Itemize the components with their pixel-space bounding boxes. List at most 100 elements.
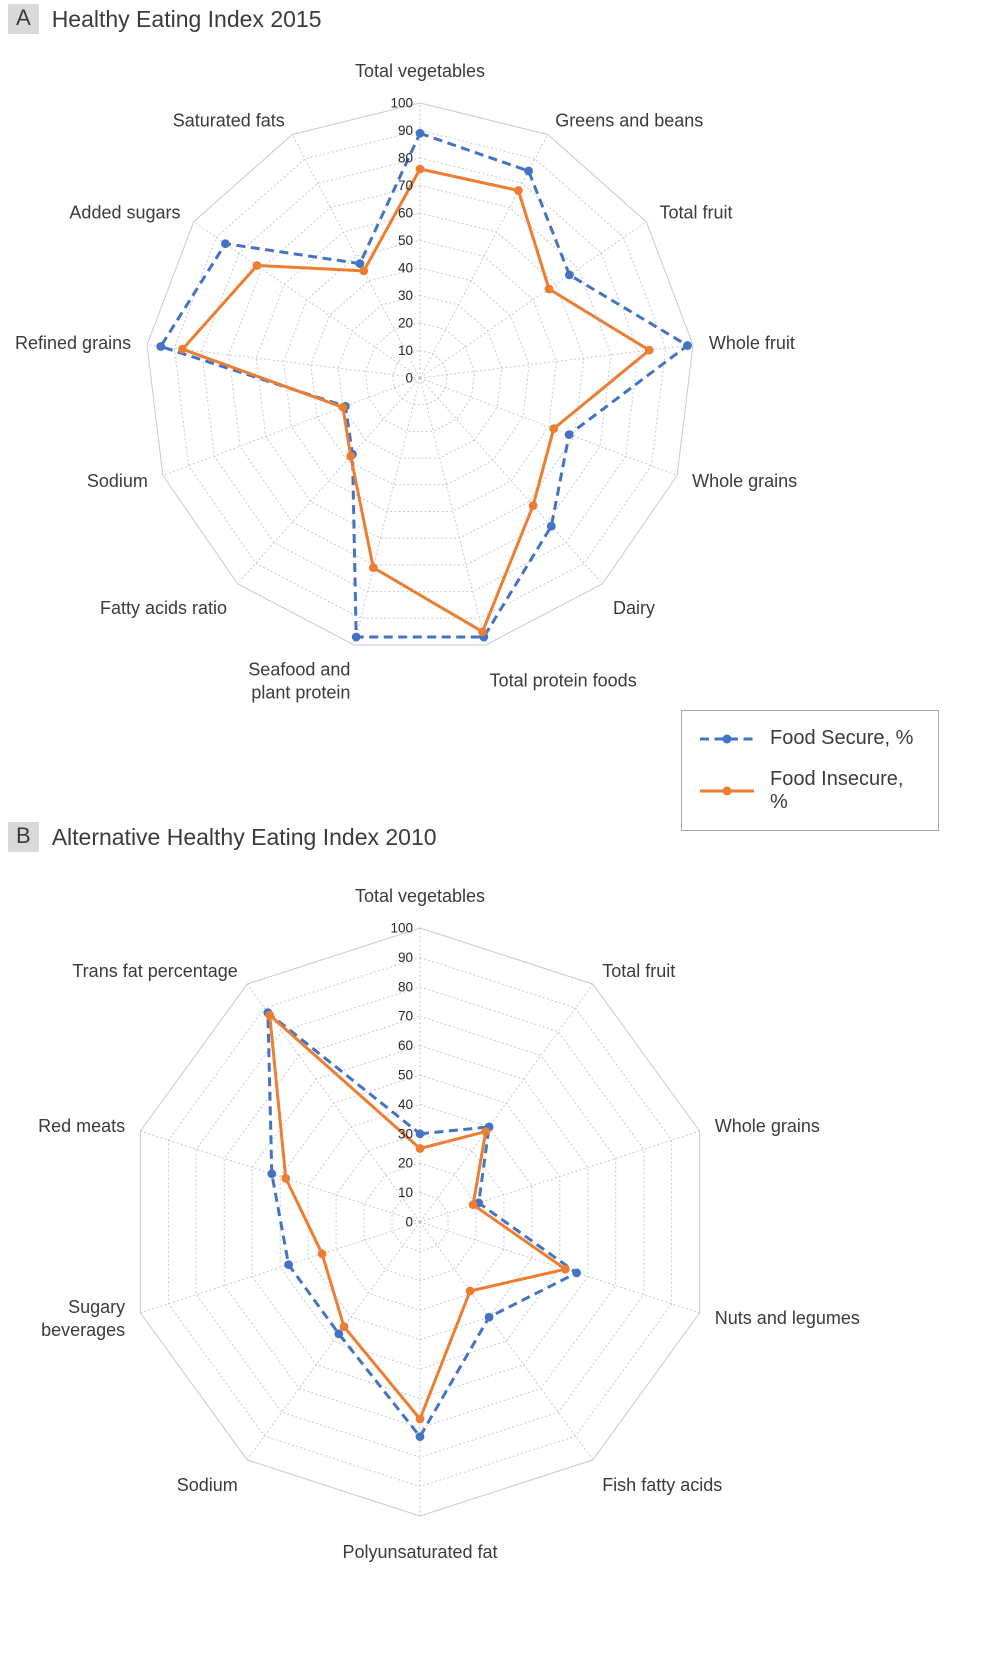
category-label-sugary-beverages: Sugary beverages [41, 1297, 125, 1340]
data-point-food-secure-saturated-fats [355, 259, 365, 268]
radial-tick-label: 50 [398, 1068, 413, 1083]
data-point-food-secure-added-sugars [221, 239, 230, 249]
data-point-food-secure-whole-grains [564, 430, 574, 439]
data-point-food-insecure-total-fruit [544, 284, 554, 294]
grid-ring [391, 1192, 449, 1252]
radial-tick-label: 90 [398, 123, 413, 138]
radial-tick-label: 100 [390, 921, 413, 936]
grid-ring [282, 239, 558, 512]
legend-item-food-insecure: Food Insecure, % [682, 764, 938, 818]
grid-spoke [291, 134, 421, 379]
grid-ring [146, 102, 694, 646]
radar-chart-ahei-2010: 0 10 20 30 40 50 60 70 80 90 100 Total vegetables To… [38, 886, 860, 1562]
radial-tick-label: 40 [398, 1097, 413, 1112]
grid-ring [364, 322, 476, 432]
data-point-food-secure-red-meats [267, 1169, 277, 1179]
data-point-food-insecure-total-vegetables [415, 164, 425, 174]
data-point-food-insecure-sodium [338, 402, 348, 412]
radial-tick-label: 30 [398, 1126, 413, 1141]
radial-tick-label: 60 [398, 206, 413, 221]
grid-spoke [162, 377, 421, 476]
grid-ring [279, 1074, 561, 1370]
data-point-food-secure-sodium [334, 1329, 344, 1339]
category-label-total-fruit: Total fruit [602, 961, 675, 981]
series-line-food-secure [159, 131, 689, 639]
grid-spoke [419, 377, 678, 476]
category-label-trans-fat-percentage: Trans fat percentage [72, 961, 237, 981]
data-point-food-insecure-total-protein-foods [478, 627, 487, 637]
category-label-greens-and-beans: Greens and beans [555, 110, 703, 130]
grid-spoke [193, 221, 421, 379]
radial-tick-label: 40 [398, 261, 413, 276]
radial-tick-label: 80 [398, 151, 413, 166]
grid-ring [392, 349, 448, 406]
grid-ring [223, 1015, 617, 1429]
panel-b-badge: B [8, 822, 39, 852]
data-point-food-secure-sugary-beverages [284, 1260, 293, 1270]
grid-spoke [419, 221, 647, 379]
radar-chart-hei-2015: 0 10 20 30 40 50 60 70 80 90 100 Total vegetables Gr… [15, 61, 797, 703]
grid-ring [335, 1133, 505, 1311]
radial-tick-label: 80 [398, 979, 413, 994]
series-line-food-secure [266, 1011, 579, 1439]
data-point-food-secure-total-fruit [565, 270, 574, 280]
data-point-food-secure-polyunsaturated-fat [415, 1432, 425, 1441]
radial-tick-label: 60 [398, 1038, 413, 1053]
category-label-saturated-fats: Saturated fats [173, 110, 285, 130]
grid-spoke [146, 344, 421, 379]
grid-spoke [419, 377, 603, 585]
legend-marker-dot-icon [722, 786, 732, 796]
grid-spoke [419, 1221, 594, 1461]
grid-spoke [246, 1221, 421, 1461]
category-label-refined-grains: Refined grains [15, 333, 131, 353]
radial-tick-label: 50 [398, 233, 413, 248]
grid-ring [363, 1162, 477, 1282]
category-label-sodium: Sodium [87, 471, 148, 491]
category-label-total-vegetables: Total vegetables [355, 61, 485, 81]
data-point-food-insecure-fatty-acids-ratio [346, 451, 356, 461]
radial-tick-label: 70 [398, 1009, 413, 1024]
panel-b-title-text: Alternative Healthy Eating Index 2010 [51, 823, 437, 850]
grid-spoke [353, 377, 421, 646]
radial-tick-label: 70 [398, 178, 413, 193]
radial-tick-label: 100 [390, 96, 413, 111]
grid-spoke [246, 983, 421, 1223]
data-point-food-secure-seafood-and-plant-protein [351, 632, 361, 642]
panel-b-title: B Alternative Healthy Eating Index 2010 [8, 822, 437, 852]
category-label-dairy: Dairy [613, 598, 655, 618]
legend-label-food-secure: Food Secure, % [770, 727, 914, 749]
category-label-total-protein-foods: Total protein foods [490, 671, 637, 691]
grid-spoke [419, 1130, 700, 1223]
category-label-fatty-acids-ratio: Fatty acids ratio [100, 598, 227, 618]
legend-marker-dot-icon [722, 734, 732, 743]
data-point-food-insecure-red-meats [281, 1174, 291, 1183]
grid-spoke [419, 1221, 700, 1314]
radial-tick-label: 0 [405, 371, 413, 386]
panel-a-title-text: Healthy Eating Index 2015 [51, 5, 322, 32]
grid-ring [251, 1045, 589, 1399]
category-label-total-vegetables: Total vegetables [355, 886, 485, 906]
category-label-red-meats: Red meats [38, 1116, 125, 1136]
data-point-food-insecure-trans-fat-percentage [265, 1010, 275, 1020]
grid-spoke [419, 134, 549, 379]
category-label-added-sugars: Added sugars [69, 203, 180, 223]
grid-ring [167, 956, 673, 1488]
grid-ring [228, 184, 612, 566]
legend-label-food-insecure: Food Insecure, % [770, 768, 904, 813]
grid-spoke [140, 1221, 421, 1314]
data-point-food-insecure-sugary-beverages [317, 1249, 327, 1259]
legend-line-sample-food-insecure [700, 786, 754, 796]
data-point-food-insecure-added-sugars [252, 261, 262, 270]
data-point-food-insecure-nuts-and-legumes [561, 1264, 570, 1274]
category-label-fish-fatty-acids: Fish fatty acids [602, 1475, 722, 1495]
data-point-food-secure-total-vegetables [415, 1129, 425, 1139]
grid-ring [255, 212, 585, 539]
data-point-food-insecure-greens-and-beans [514, 186, 523, 195]
legend-item-food-secure: Food Secure, % [682, 723, 938, 754]
radial-tick-label: 10 [398, 1185, 413, 1200]
category-label-total-fruit: Total fruit [660, 203, 733, 223]
grid-ring [201, 157, 639, 593]
data-point-food-insecure-saturated-fats [359, 266, 369, 276]
grid-ring [195, 986, 645, 1458]
series-line-food-insecure [181, 167, 651, 634]
